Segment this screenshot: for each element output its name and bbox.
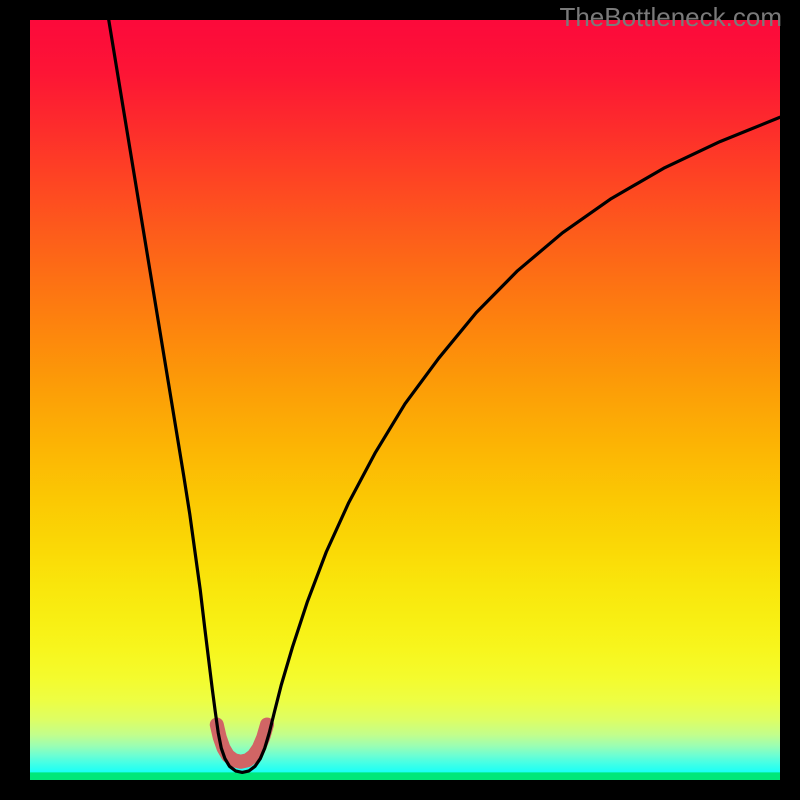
green-band <box>30 772 780 780</box>
chart-frame: TheBottleneck.com <box>0 0 800 800</box>
watermark-text: TheBottleneck.com <box>559 2 782 33</box>
gradient-background <box>30 20 780 780</box>
bottleneck-chart <box>30 20 780 780</box>
